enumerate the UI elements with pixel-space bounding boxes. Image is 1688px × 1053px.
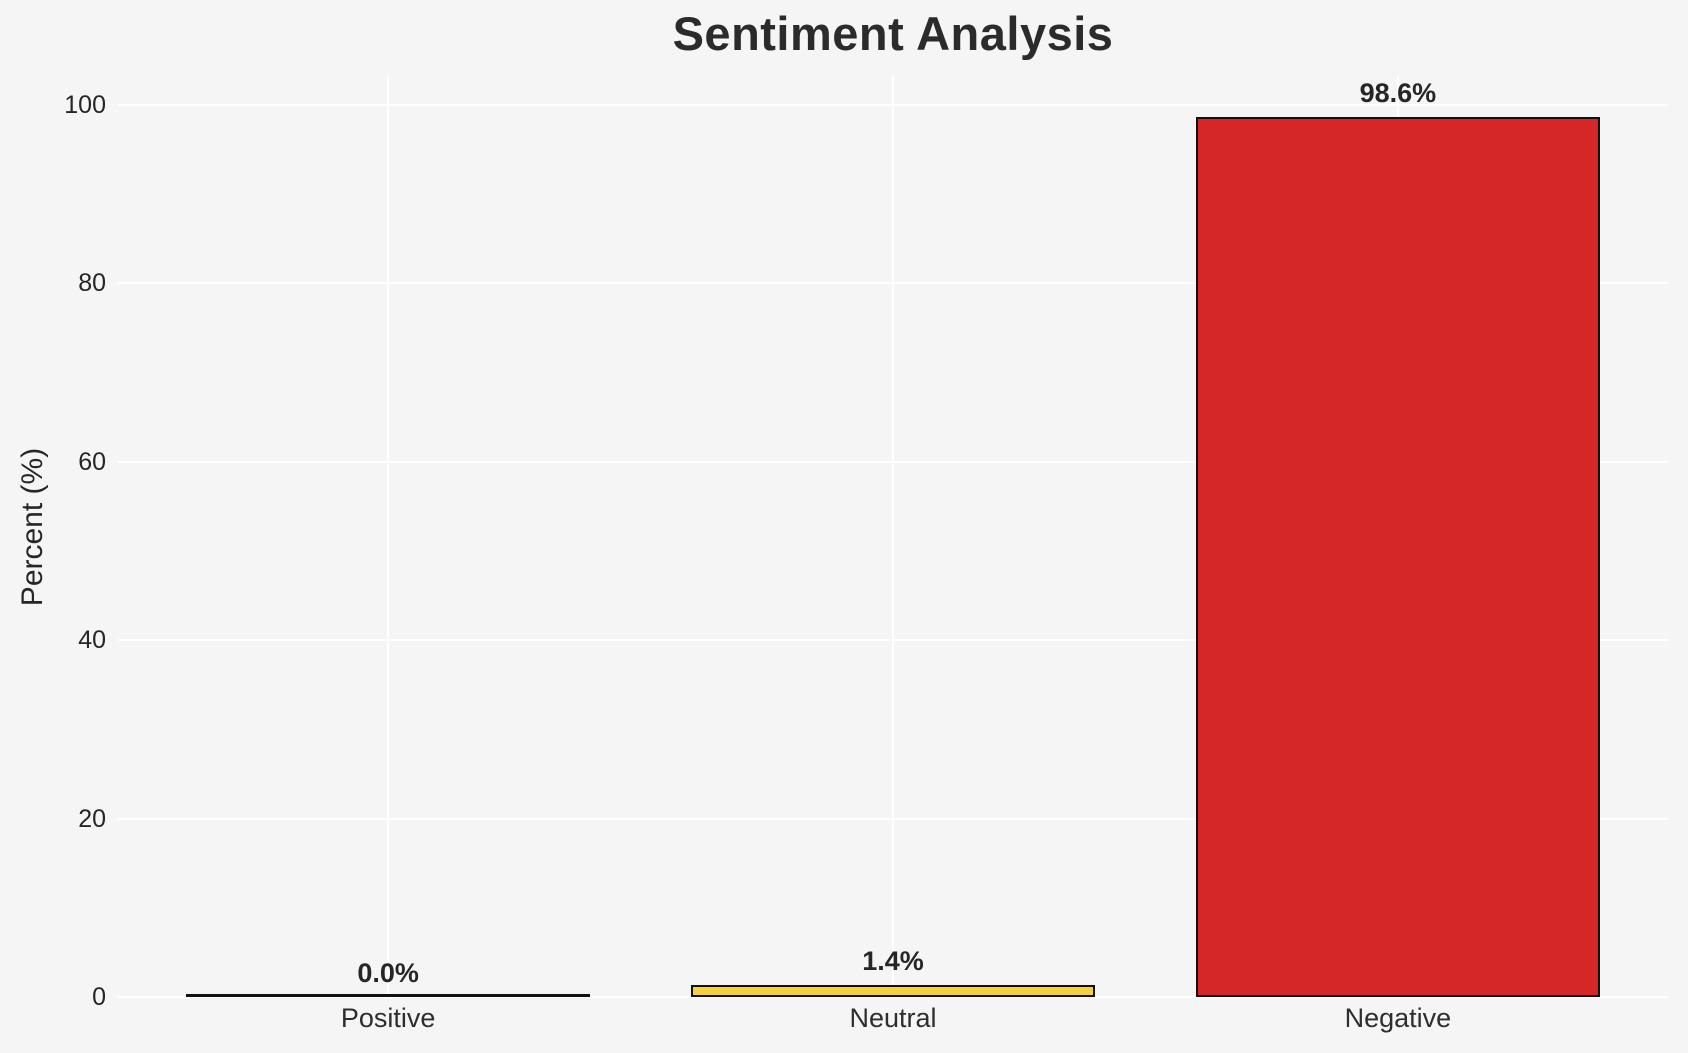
bar-neutral	[691, 984, 1095, 997]
y-tick-label: 100	[64, 90, 106, 119]
bar-negative	[1195, 117, 1600, 997]
v-gridline	[892, 76, 894, 997]
y-tick-label: 20	[78, 804, 106, 833]
plot-area: 0.0% 1.4% 98.6%	[118, 76, 1668, 998]
bar-positive	[186, 994, 591, 997]
y-tick-label: 80	[78, 269, 106, 298]
x-tick-label-positive: Positive	[340, 1003, 436, 1033]
y-tick-label: 40	[78, 626, 106, 655]
bar-value-label-neutral: 1.4%	[862, 945, 924, 976]
chart-title: Sentiment Analysis	[672, 7, 1114, 60]
bar-value-label-positive: 0.0%	[357, 958, 419, 988]
x-tick-label-negative: Negative	[1344, 1003, 1452, 1033]
v-gridline	[387, 76, 390, 997]
x-tick-label-neutral: Neutral	[849, 1003, 937, 1033]
y-tick-label: 0	[92, 983, 106, 1011]
bar-value-label-negative: 98.6%	[1359, 78, 1437, 109]
h-gridline	[118, 996, 1668, 998]
y-tick-label: 60	[78, 447, 106, 476]
